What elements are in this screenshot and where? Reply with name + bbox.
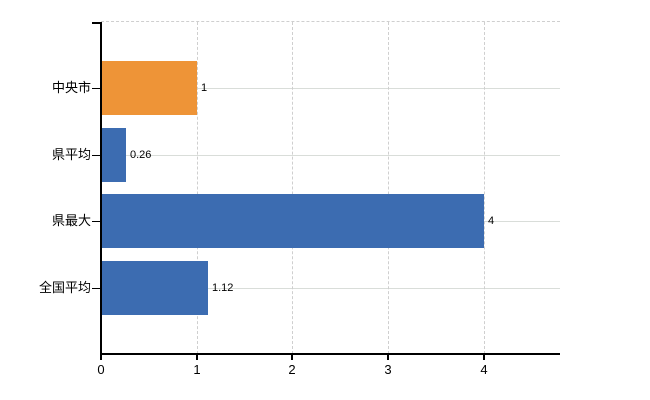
x-axis-tick [196,355,198,360]
bar-value-label: 0.26 [130,149,152,161]
vertical-gridline [197,22,198,354]
x-axis-tick-label: 3 [384,362,392,377]
x-axis-line [100,353,560,355]
vertical-gridline [484,22,485,354]
x-axis-tick-label: 4 [480,362,488,377]
horizontal-gridline [101,288,560,289]
x-axis-tick [387,355,389,360]
bar [102,194,484,248]
bar-value-label: 4 [488,215,495,227]
bar [102,61,197,115]
x-axis-tick-label: 2 [288,362,296,377]
bar-value-label: 1.12 [212,282,234,294]
horizontal-gridline [101,155,560,156]
y-axis-tick [92,288,100,289]
x-axis-tick-label: 1 [193,362,201,377]
x-axis-tick-label: 0 [97,362,105,377]
y-axis-tick [92,155,100,156]
y-axis-tick [92,22,100,24]
category-label: 県最大 [51,213,91,228]
x-axis-tick [100,355,102,360]
category-label: 中央市 [51,80,91,95]
y-axis-tick [92,88,100,89]
x-axis-tick [291,355,293,360]
plot-top-border [101,21,560,22]
horizontal-gridline [101,88,560,89]
category-label: 全国平均 [38,280,91,295]
category-label: 県平均 [51,147,91,162]
bar [102,261,208,315]
y-axis-tick [92,221,100,222]
vertical-gridline [292,22,293,354]
y-axis-line [100,22,102,354]
vertical-gridline [388,22,389,354]
bar-value-label: 1 [201,82,208,94]
bar [102,128,126,182]
x-axis-tick [483,355,485,360]
